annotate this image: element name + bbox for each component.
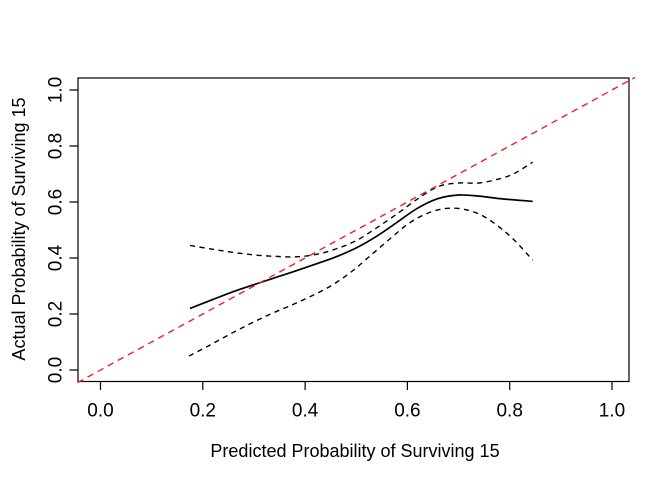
lower-confidence-limit (188, 207, 534, 357)
y-axis-title: Actual Probability of Surviving 15 (9, 97, 29, 360)
x-tick-label: 0.8 (496, 401, 522, 422)
x-tick-label: 0.4 (292, 401, 319, 422)
y-tick-label: 1.0 (46, 77, 67, 103)
y-tick-label: 0.2 (46, 301, 67, 327)
plot-frame (77, 77, 630, 383)
calibration-curve (189, 194, 533, 310)
x-axis-title: Predicted Probability of Surviving 15 (210, 441, 499, 461)
ideal-line (77, 76, 636, 384)
x-tick-label: 1.0 (599, 401, 625, 422)
plot-series (77, 76, 636, 384)
x-tick-label: 0.0 (87, 401, 113, 422)
y-tick-label: 0.4 (46, 244, 67, 271)
axis-ticks (69, 89, 613, 390)
axis-tick-labels: 0.0 0.2 0.4 0.6 0.8 1.0 0.0 0.2 0.4 0.6 0.8 1.0 (46, 77, 626, 422)
x-tick-label: 0.6 (394, 401, 420, 422)
upper-confidence-limit (189, 161, 534, 258)
y-tick-label: 0.8 (46, 133, 67, 159)
y-tick-label: 0.6 (46, 189, 67, 215)
y-tick-label: 0.0 (46, 357, 67, 383)
x-tick-label: 0.2 (190, 401, 216, 422)
